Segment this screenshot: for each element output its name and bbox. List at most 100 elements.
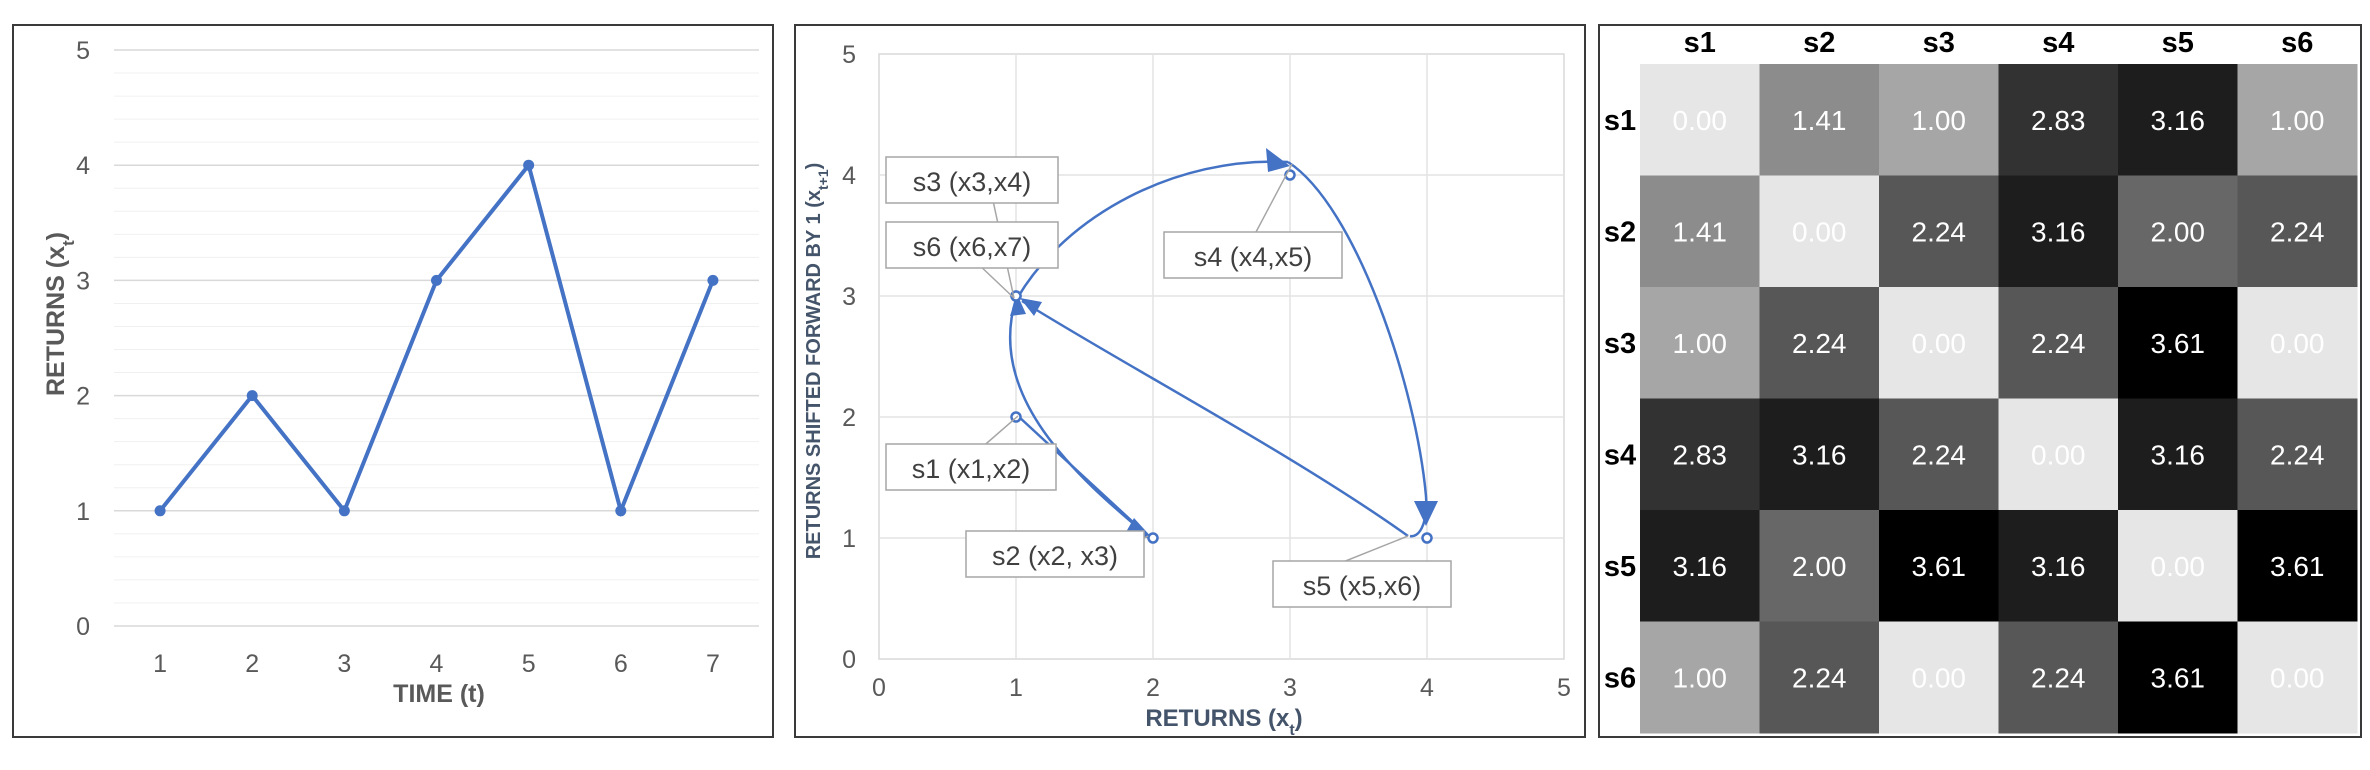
cell-value: 1.00 — [1912, 105, 1967, 136]
y-tick-label: 2 — [76, 383, 90, 411]
cell-value: 3.16 — [2031, 551, 2086, 582]
cell-value: 0.00 — [2151, 551, 2206, 582]
cell-value: 0.00 — [1912, 328, 1967, 359]
arrow-head-on-s4-s5 — [1414, 501, 1438, 526]
data-point — [707, 274, 719, 286]
cell-value: 3.61 — [2151, 662, 2206, 693]
column-header: s6 — [2281, 27, 2313, 59]
x-tick-label: 5 — [522, 650, 536, 678]
point-label-s4: s4 (x4,x5) — [1194, 242, 1313, 272]
cell-value: 2.24 — [1792, 328, 1847, 359]
cell-value: 0.00 — [2031, 439, 2086, 470]
callout-box-s2 — [965, 530, 1145, 578]
returns-series-line — [158, 160, 715, 518]
returns-time-series-panel: 0 1 2 3 4 5 1 2 3 4 5 6 7 TIME (t) RETURNS (xt) — [12, 24, 774, 738]
cell-value: 3.16 — [2031, 216, 2086, 247]
data-point — [338, 505, 350, 517]
heatmap-cell — [2237, 510, 2358, 622]
y-tick-label: 1 — [76, 498, 90, 526]
cell-value: 1.41 — [1673, 216, 1728, 247]
cell-value: 2.24 — [2270, 439, 2325, 470]
cell-value: 1.00 — [1673, 662, 1728, 693]
cell-value: 0.00 — [2270, 328, 2325, 359]
distance-matrix-panel: s1 s2 s3 s4 s5 s6 s1 s2 s3 s4 s5 s6 0.00 1.41 1.00 2.… — [1598, 24, 2362, 738]
heatmap-cell — [1640, 287, 1760, 399]
cell-value: 0.00 — [1673, 105, 1728, 136]
heatmap-cell — [2118, 510, 2238, 622]
phase-space-scatter-chart: 0 1 2 3 4 5 0 1 2 3 4 5 — [803, 41, 1571, 739]
heatmap-cell — [2118, 64, 2238, 176]
callout-box-s5 — [1272, 560, 1452, 608]
heatmap-cell — [1998, 64, 2119, 176]
heatmap-cell — [1879, 510, 1999, 622]
cell-value: 0.00 — [2270, 662, 2325, 693]
x-tick-label: 1 — [1009, 674, 1023, 702]
heatmap-cell — [1998, 510, 2119, 622]
heatmap-cell — [2237, 398, 2358, 511]
callout-box-s1 — [885, 443, 1057, 491]
heatmap-cell — [1759, 398, 1880, 511]
heatmap-cell — [1640, 175, 1760, 288]
distance-heatmap: s1 s2 s3 s4 s5 s6 s1 s2 s3 s4 s5 s6 0.00 1.41 1.00 2.… — [1604, 27, 2358, 734]
heatmap-cell — [1759, 287, 1880, 399]
trajectory-s5-s6 — [1021, 299, 1409, 538]
x-tick-label: 3 — [1283, 674, 1297, 702]
heatmap-cell — [1640, 510, 1760, 622]
data-point — [154, 505, 166, 517]
heatmap-cell — [1640, 64, 1760, 176]
heatmap-cell — [1640, 398, 1760, 511]
data-point — [431, 274, 442, 286]
heatmap-cell — [2237, 64, 2358, 176]
column-header: s4 — [2042, 27, 2074, 59]
x-tick-label: 3 — [337, 650, 351, 678]
arrow-head-to-s4 — [1266, 148, 1290, 172]
point-label-s1: s1 (x1,x2) — [912, 454, 1031, 484]
x-tick-label: 4 — [1420, 674, 1434, 702]
x-tick-label: 7 — [706, 650, 720, 678]
cell-value: 1.41 — [1792, 105, 1847, 136]
column-header: s2 — [1803, 27, 1835, 59]
column-header: s1 — [1684, 27, 1716, 59]
trajectory-s4-s5 — [1287, 160, 1428, 538]
cell-value: 3.16 — [1673, 551, 1728, 582]
y-axis-title: RETURNS (xt) — [42, 232, 78, 396]
data-point — [246, 390, 258, 402]
cell-value: 2.00 — [1792, 551, 1847, 582]
trajectory-s2-s3 — [1009, 298, 1149, 537]
heatmap-cell — [2237, 287, 2358, 399]
phase-space-panel: 0 1 2 3 4 5 0 1 2 3 4 5 — [794, 24, 1586, 739]
callout-box-s3 — [885, 156, 1059, 204]
cell-value: 2.24 — [2270, 216, 2325, 247]
cell-value: 2.00 — [2151, 216, 2206, 247]
heatmap-cell — [2237, 621, 2358, 734]
x-tick-label: 2 — [1146, 674, 1160, 702]
cell-value: 0.00 — [1792, 216, 1847, 247]
y-tick-label: 3 — [842, 283, 856, 311]
x-axis-title: TIME (t) — [393, 680, 485, 708]
arrow-head-to-s2 — [1126, 518, 1154, 540]
x-tick-label: 4 — [430, 650, 444, 678]
heatmap-cell — [1998, 287, 2119, 399]
data-point — [615, 505, 627, 517]
point-label-s3: s3 (x3,x4) — [913, 167, 1032, 197]
row-header: s5 — [1604, 551, 1636, 583]
y-tick-label: 4 — [842, 162, 856, 190]
cell-value: 3.16 — [2151, 105, 2206, 136]
x-axis-title: RETURNS (xt) — [1145, 705, 1302, 739]
cell-value: 2.24 — [1912, 216, 1967, 247]
y-tick-label: 5 — [842, 41, 856, 69]
cell-value: 2.83 — [1673, 439, 1728, 470]
returns-line-chart: 0 1 2 3 4 5 1 2 3 4 5 6 7 TIME (t) RETURNS (xt) — [42, 37, 759, 708]
heatmap-cell — [1998, 175, 2119, 288]
heatmap-cell — [1759, 621, 1880, 734]
x-tick-label: 5 — [1557, 674, 1571, 702]
heatmap-cell — [1759, 175, 1880, 288]
callout-leader-s4 — [1255, 163, 1293, 233]
row-header: s4 — [1604, 439, 1636, 471]
point-label-s2: s2 (x2, x3) — [992, 541, 1118, 571]
cell-value: 2.24 — [2031, 662, 2086, 693]
cell-value: 2.83 — [2031, 105, 2086, 136]
y-tick-label: 5 — [76, 37, 90, 65]
cell-value: 3.61 — [2270, 551, 2325, 582]
row-header: s1 — [1604, 105, 1636, 137]
